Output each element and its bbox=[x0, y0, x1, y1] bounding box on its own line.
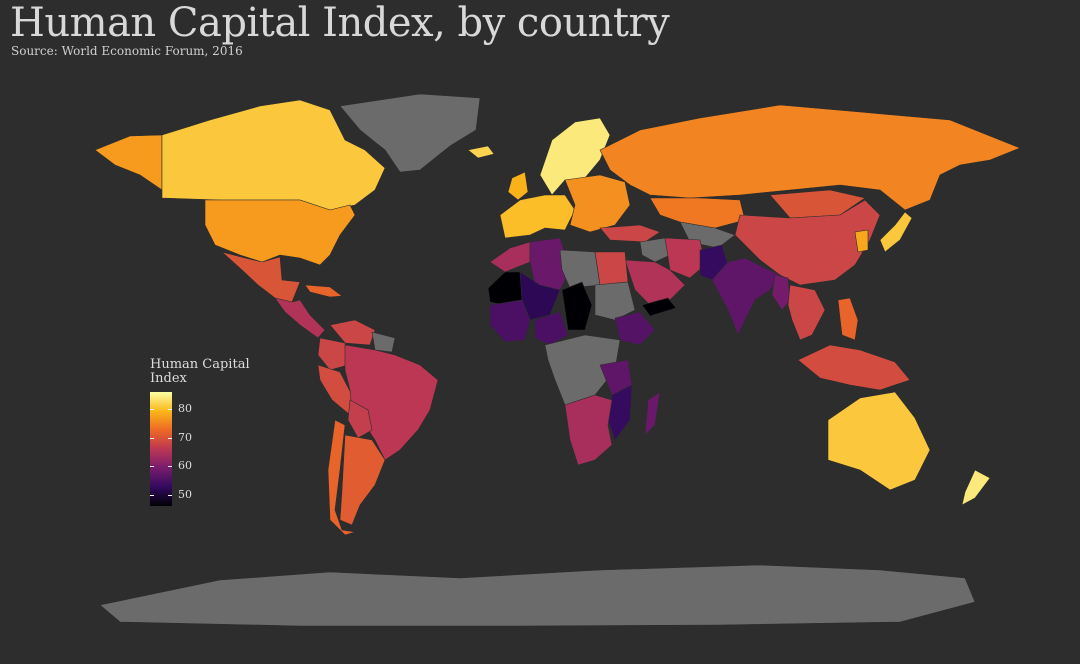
region-saudi-arabia[interactable] bbox=[624, 259, 686, 306]
region-indonesia[interactable] bbox=[797, 344, 911, 391]
region-antarctica[interactable] bbox=[99, 564, 976, 627]
region-argentina[interactable] bbox=[339, 434, 386, 526]
region-mexico[interactable] bbox=[221, 251, 301, 303]
region-venezuela[interactable] bbox=[329, 319, 376, 346]
region-southeast-asia[interactable] bbox=[787, 284, 826, 341]
region-alaska[interactable] bbox=[94, 134, 163, 191]
legend-title-line2: Index bbox=[150, 371, 187, 386]
region-guyana[interactable] bbox=[371, 331, 396, 353]
legend: Human Capital Index 80 70 60 50 bbox=[150, 358, 270, 506]
region-korea[interactable] bbox=[854, 229, 869, 253]
region-mongolia[interactable] bbox=[769, 189, 866, 219]
legend-title-line1: Human Capital bbox=[150, 357, 250, 372]
region-chad[interactable] bbox=[561, 281, 593, 331]
region-sudan[interactable] bbox=[594, 281, 636, 321]
legend-tick-label: 70 bbox=[178, 430, 192, 444]
region-yemen[interactable] bbox=[641, 297, 677, 317]
legend-tick-label: 60 bbox=[178, 459, 192, 473]
legend-title: Human Capital Index bbox=[150, 358, 270, 386]
region-brazil[interactable] bbox=[344, 344, 439, 461]
region-philippines[interactable] bbox=[837, 297, 859, 341]
region-myanmar[interactable] bbox=[771, 274, 791, 311]
region-usa[interactable] bbox=[204, 199, 356, 266]
region-chile[interactable] bbox=[327, 419, 356, 536]
region-china[interactable] bbox=[734, 199, 881, 286]
region-west-africa[interactable] bbox=[489, 299, 531, 343]
region-uk[interactable] bbox=[507, 171, 529, 201]
region-libya[interactable] bbox=[559, 249, 601, 289]
region-bolivia[interactable] bbox=[347, 399, 373, 439]
region-russia[interactable] bbox=[599, 104, 1021, 211]
region-western-europe[interactable] bbox=[499, 194, 576, 239]
legend-color-bar bbox=[150, 392, 172, 506]
region-cuba[interactable] bbox=[304, 284, 343, 298]
region-iran[interactable] bbox=[664, 237, 706, 279]
region-iceland[interactable] bbox=[467, 145, 495, 159]
region-southern-africa[interactable] bbox=[564, 394, 613, 466]
region-turkey[interactable] bbox=[599, 224, 661, 243]
region-ethiopia[interactable] bbox=[614, 311, 656, 346]
region-australia[interactable] bbox=[827, 391, 931, 491]
legend-tick-label: 80 bbox=[178, 402, 192, 416]
map-subtitle: Source: World Economic Forum, 2016 bbox=[11, 44, 243, 58]
region-egypt[interactable] bbox=[594, 251, 629, 286]
region-morocco[interactable] bbox=[489, 241, 531, 273]
region-greenland[interactable] bbox=[339, 93, 481, 173]
region-kazakhstan[interactable] bbox=[649, 197, 746, 229]
map-title: Human Capital Index, by country bbox=[10, 0, 670, 46]
region-mauritania[interactable] bbox=[487, 271, 526, 306]
region-madagascar[interactable] bbox=[644, 391, 661, 436]
region-colombia[interactable] bbox=[317, 337, 349, 371]
region-middle-east[interactable] bbox=[639, 237, 671, 263]
region-japan[interactable] bbox=[879, 211, 913, 253]
region-eastern-europe[interactable] bbox=[564, 174, 631, 233]
region-india[interactable] bbox=[711, 257, 781, 336]
legend-tick-label: 50 bbox=[178, 487, 192, 501]
region-nigeria[interactable] bbox=[534, 311, 569, 346]
region-central-america[interactable] bbox=[274, 297, 326, 339]
region-new-zealand[interactable] bbox=[961, 469, 991, 506]
